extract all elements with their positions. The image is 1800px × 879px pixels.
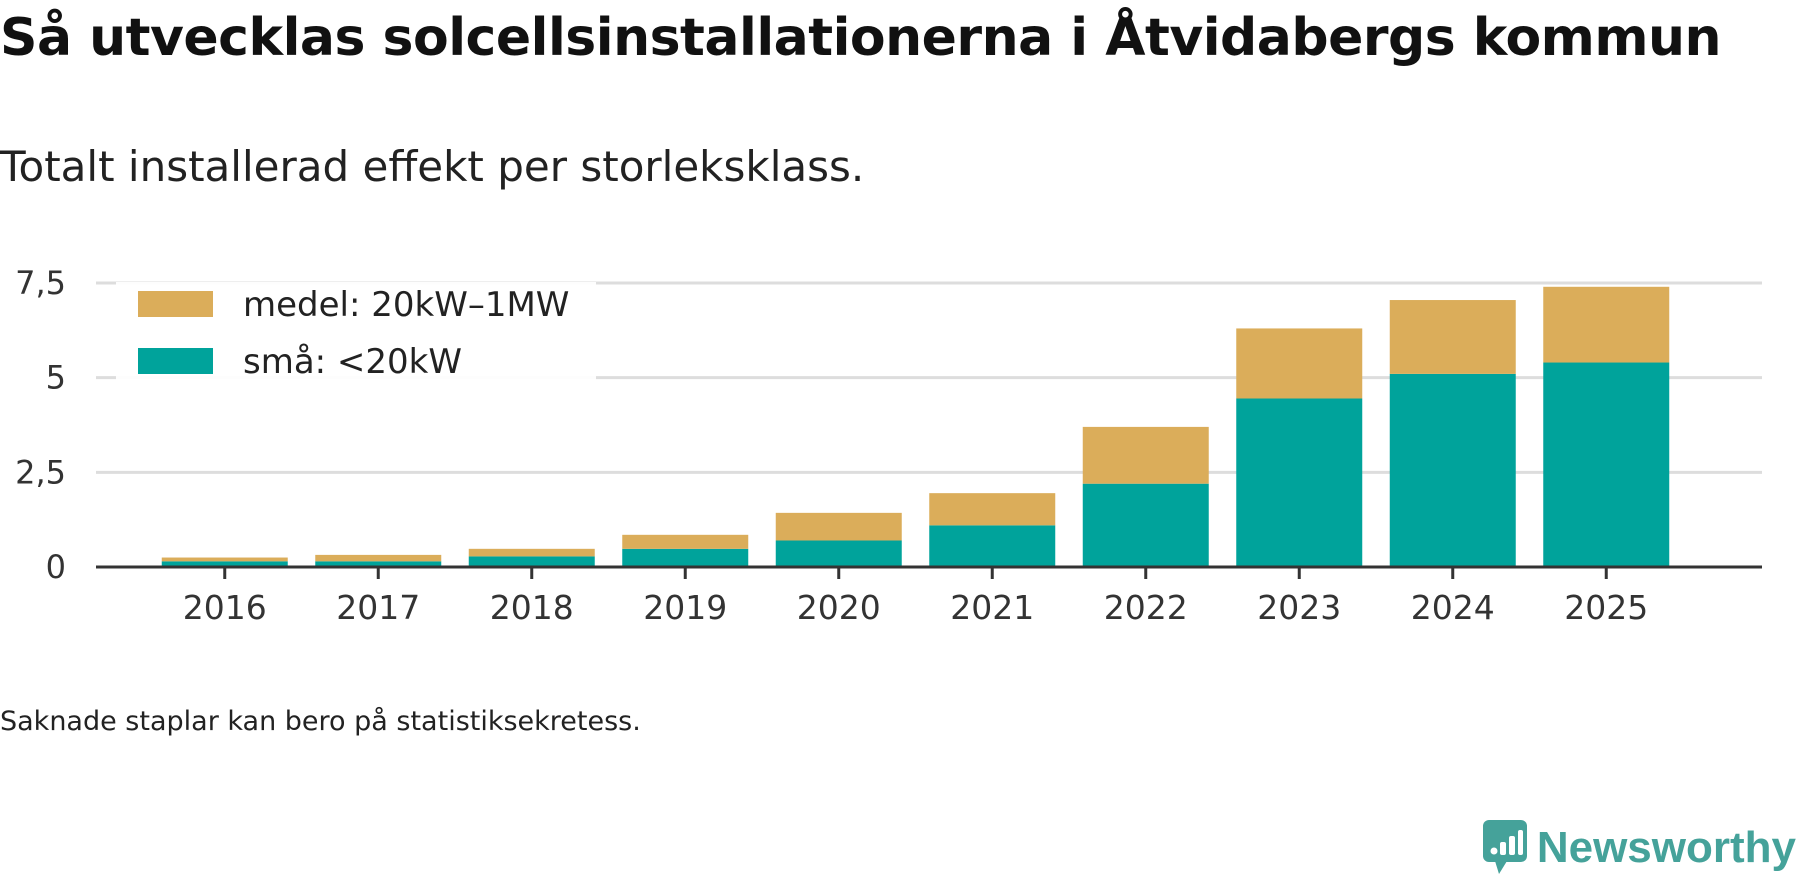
legend-swatch bbox=[138, 291, 213, 317]
x-tick-label: 2020 bbox=[797, 588, 881, 627]
legend-swatch bbox=[138, 348, 213, 374]
bar-small bbox=[1389, 373, 1516, 567]
bar-small bbox=[315, 561, 442, 567]
bar-medium bbox=[929, 493, 1056, 526]
footnote: Saknade staplar kan bero på statistiksek… bbox=[0, 706, 641, 737]
newsworthy-logo[interactable]: Newsworthy bbox=[1481, 818, 1796, 878]
legend-label: små: <20kW bbox=[243, 342, 462, 382]
x-tick-label: 2016 bbox=[183, 588, 267, 627]
x-tick-label: 2024 bbox=[1411, 588, 1495, 627]
legend-label: medel: 20kW–1MW bbox=[243, 285, 569, 325]
x-tick-label: 2017 bbox=[336, 588, 420, 627]
newsworthy-logo-icon bbox=[1482, 820, 1527, 874]
brand-name: Newsworthy bbox=[1536, 823, 1796, 872]
bar-small bbox=[161, 561, 288, 567]
bar-small bbox=[1236, 398, 1363, 567]
bar-medium bbox=[1236, 328, 1363, 399]
bar-medium bbox=[1082, 426, 1209, 484]
chart-subtitle: Totalt installerad effekt per storlekskl… bbox=[0, 142, 865, 191]
bar-medium bbox=[622, 534, 749, 549]
bar-small bbox=[775, 540, 902, 567]
bar-medium bbox=[1389, 300, 1516, 374]
bar-small bbox=[1543, 362, 1670, 567]
x-tick-label: 2023 bbox=[1257, 588, 1341, 627]
y-tick-label: 0 bbox=[46, 548, 66, 586]
bar-small bbox=[468, 556, 595, 567]
x-tick-label: 2018 bbox=[490, 588, 574, 627]
y-tick-label: 7,5 bbox=[15, 264, 66, 302]
bar-medium bbox=[468, 548, 595, 557]
bar-small bbox=[622, 548, 749, 567]
y-tick-label: 5 bbox=[46, 359, 66, 397]
bar-medium bbox=[775, 512, 902, 541]
y-tick-label: 2,5 bbox=[15, 453, 66, 491]
x-tick-label: 2021 bbox=[950, 588, 1034, 627]
bar-small bbox=[1082, 483, 1209, 567]
x-tick-label: 2019 bbox=[643, 588, 727, 627]
x-tick-label: 2025 bbox=[1564, 588, 1648, 627]
bar-medium bbox=[315, 554, 442, 562]
x-tick-label: 2022 bbox=[1104, 588, 1188, 627]
chart-title: Så utvecklas solcellsinstallationerna i … bbox=[0, 8, 1722, 68]
stacked-bar-chart: 0 2,5 5 7,5 2016 2017 2018 2019 2020 2021 2022 2023… bbox=[15, 264, 1762, 627]
bar-small bbox=[929, 525, 1056, 567]
bar-medium bbox=[1543, 286, 1670, 363]
bar-medium bbox=[161, 557, 288, 562]
